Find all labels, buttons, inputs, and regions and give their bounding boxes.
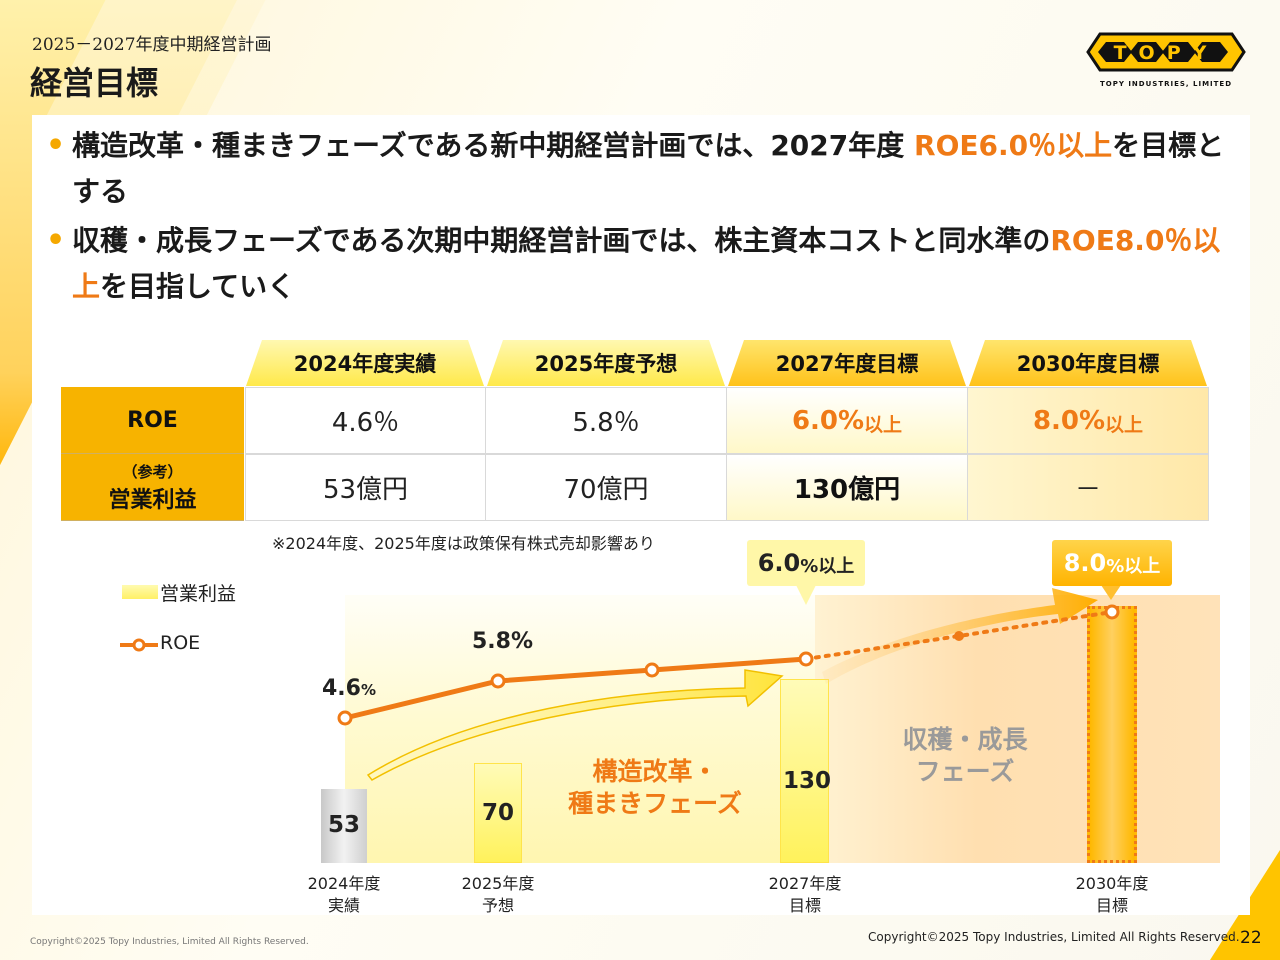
bar-label-2027: 130: [782, 768, 831, 794]
cell-roe-2030: 8.0% 以上: [968, 387, 1209, 454]
phase-label-1-line2: 種まきフェーズ: [568, 789, 742, 818]
roe-point-2028: [954, 631, 964, 641]
bar-2030: [1087, 606, 1137, 863]
roe-label-2025: 5.8%: [472, 629, 534, 654]
roe-point-2025: [490, 673, 506, 689]
phase-label-2-line1: 収穫・成長: [902, 725, 1028, 754]
bar-2025: [474, 763, 522, 863]
x-label-2027-line1: 2027年度: [768, 874, 842, 893]
table-header-2024: 2024年度実績: [246, 340, 484, 386]
cell-roe-2030-value: 8.0%: [1032, 405, 1106, 436]
bullet-1-text-b: を目標とする: [72, 129, 1225, 208]
row-label-roe-text: ROE: [127, 407, 178, 433]
x-label-2024-line2: 実績: [327, 896, 360, 915]
roe-label-2024-value: 4.6: [322, 676, 361, 701]
roe-point-2026: [644, 662, 660, 678]
x-label-2024-line1: 2024年度: [307, 874, 381, 893]
bar-2027: [780, 679, 829, 863]
bullet-2-highlight: ROE8.0％以上: [72, 224, 1221, 303]
callout-pointer-2030: [1101, 585, 1121, 600]
x-label-2024: 2024年度 実績: [294, 873, 394, 917]
roe-point-2024: [337, 710, 353, 726]
cell-roe-2024: 4.6％: [245, 387, 486, 454]
legend-operating-profit: 営業利益: [160, 583, 237, 605]
logo-wordmark: TOPY: [1114, 42, 1219, 64]
phase-arrow-1: [366, 669, 784, 781]
bullet-1: • 構造改革・種まきフェーズである新中期経営計画では、2027年度 ROE6.0％…: [46, 123, 1242, 215]
phase-label-1: 構造改革・ 種まきフェーズ: [555, 756, 755, 820]
topy-logo: TOPY TOPY INDUSTRIES, LIMITED: [1086, 32, 1246, 88]
bar-2024: [321, 789, 367, 863]
page-number: 22: [1240, 928, 1262, 948]
cell-roe-2027-suffix: 以上: [864, 414, 903, 436]
roe-label-2024-unit: %: [360, 681, 377, 699]
x-label-2027: 2027年度 目標: [755, 873, 855, 917]
phase-zone-2: [815, 595, 1220, 863]
bullet-2-text-a: 収穫・成長フェーズである次期中期経営計画では、株主資本コストと同水準の: [72, 224, 1051, 257]
cell-roe-2027-value: 6.0%: [791, 405, 865, 436]
callout-2030: 8.0 %以上: [1052, 540, 1172, 586]
table-header-2027: 2027年度目標: [728, 340, 966, 386]
x-label-2025: 2025年度 予想: [448, 873, 548, 917]
table-footnote: ※2024年度、2025年度は政策保有株式売却影響あり: [272, 534, 655, 553]
x-label-2030: 2030年度 目標: [1062, 873, 1162, 917]
bar-label-2025: 70: [481, 800, 514, 826]
bullet-dot: •: [46, 128, 66, 163]
callout-2027-value: 6.0: [757, 549, 801, 577]
roe-label-2024: 4.6%: [322, 676, 376, 701]
cell-op-2027-value: 130億円: [793, 475, 901, 505]
slide-subtitle: 2025－2027年度中期経営計画: [32, 35, 272, 55]
callout-2027: 6.0 %以上: [747, 540, 865, 586]
cell-op-2025: 70億円: [486, 454, 727, 521]
bullet-2-text-b: を目指していく: [100, 270, 296, 303]
cell-roe-2025: 5.8％: [486, 387, 727, 454]
bar-label-2024: 53: [327, 812, 360, 838]
cell-op-2027: 130億円: [727, 454, 968, 521]
cell-op-2024: 53億円: [245, 454, 486, 521]
phase-zone-1: [345, 595, 815, 863]
slide-title: 経営目標: [30, 64, 159, 102]
bullet-1-text-a: 構造改革・種まきフェーズである新中期経営計画では、2027年度: [72, 129, 915, 162]
roe-line-solid: [344, 656, 807, 721]
callout-2027-unit: %以上: [800, 556, 855, 577]
phase-label-2-line2: フェーズ: [915, 757, 1015, 786]
callout-2030-value: 8.0: [1063, 549, 1107, 577]
bullet-1-highlight: ROE6.0％以上: [914, 129, 1113, 162]
phase-arrow-2: [822, 588, 1098, 684]
cell-op-2030: －: [968, 454, 1209, 521]
phase-label-1-line1: 構造改革・: [592, 757, 718, 786]
callout-pointer-2027: [796, 585, 816, 605]
legend-roe: ROE: [160, 632, 201, 654]
bullet-dot: •: [46, 223, 66, 258]
row-label-operating-profit: （参考） 営業利益: [61, 454, 244, 521]
x-label-2027-line2: 目標: [788, 896, 821, 915]
row-label-operating-profit-text: 営業利益: [108, 487, 197, 513]
x-label-2030-line2: 目標: [1095, 896, 1128, 915]
bullet-2: • 収穫・成長フェーズである次期中期経営計画では、株主資本コストと同水準のROE8…: [46, 218, 1242, 310]
logo-subtext: TOPY INDUSTRIES, LIMITED: [1100, 80, 1232, 88]
copyright-right: Copyright©2025 Topy Industries, Limited …: [868, 930, 1240, 944]
row-label-roe: ROE: [61, 387, 244, 454]
cell-roe-2030-suffix: 以上: [1105, 414, 1144, 436]
legend-swatch-roe: [120, 638, 158, 652]
x-label-2025-line2: 予想: [481, 896, 514, 915]
roe-point-2027: [798, 651, 814, 667]
phase-label-2: 収穫・成長 フェーズ: [870, 724, 1060, 788]
legend-swatch-operating-profit: [122, 585, 158, 599]
callout-2030-unit: %以上: [1106, 556, 1161, 577]
cell-roe-2027: 6.0% 以上: [727, 387, 968, 454]
copyright-left: Copyright©2025 Topy Industries, Limited …: [30, 937, 309, 947]
x-label-2030-line1: 2030年度: [1075, 874, 1149, 893]
table-header-2025: 2025年度予想: [487, 340, 725, 386]
table-header-2030: 2030年度目標: [969, 340, 1207, 386]
row-label-sub: （参考）: [122, 462, 183, 481]
x-label-2025-line1: 2025年度: [461, 874, 535, 893]
roe-point-2030: [1104, 604, 1120, 620]
